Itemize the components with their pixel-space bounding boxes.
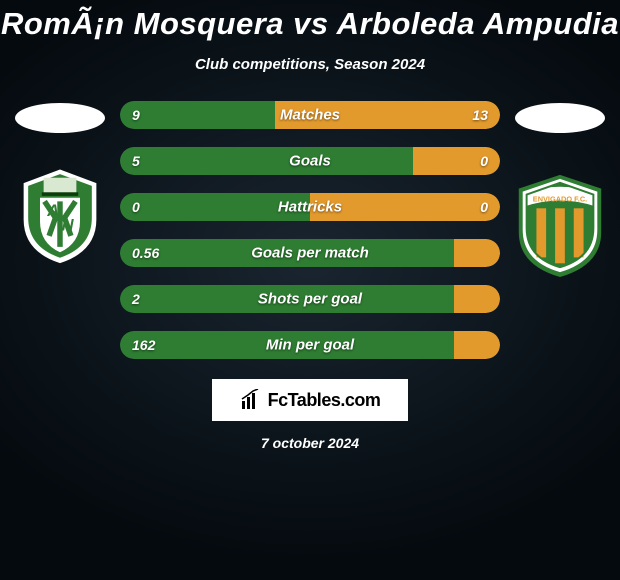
left-club-crest-icon: A N: [10, 165, 110, 265]
content-root: RomÃ¡n Mosquera vs Arboleda Ampudia Club…: [0, 0, 620, 580]
stat-left-value: 162: [132, 337, 155, 353]
stat-bar-left-fill: [120, 101, 275, 129]
stat-row: 9 13 Matches: [120, 101, 500, 129]
stat-bar-right-fill: [454, 285, 500, 313]
stat-left-value: 5: [132, 153, 140, 169]
comparison-layout: A N 9 13 Matches 5 0 Goals 0 0 Hattricks 0.56 Goal…: [0, 101, 620, 359]
stat-row: 2 Shots per goal: [120, 285, 500, 313]
stat-row: 5 0 Goals: [120, 147, 500, 175]
svg-text:ENVIGADO F.C.: ENVIGADO F.C.: [533, 194, 587, 203]
stat-right-value: 0: [480, 199, 488, 215]
stat-row: 0 0 Hattricks: [120, 193, 500, 221]
stat-bar-left-fill: [120, 147, 413, 175]
left-player-ellipse: [15, 103, 105, 133]
svg-text:A: A: [46, 202, 59, 220]
page-date: 7 october 2024: [261, 435, 359, 451]
stat-bar-right-fill: [454, 331, 500, 359]
stat-label: Goals per match: [251, 245, 369, 262]
stat-right-value: 13: [472, 107, 488, 123]
stat-bar-right-fill: [454, 239, 500, 267]
right-player-column: ENVIGADO F.C.: [500, 101, 620, 279]
stat-left-value: 0: [132, 199, 140, 215]
page-title: RomÃ¡n Mosquera vs Arboleda Ampudia: [1, 6, 619, 42]
svg-text:N: N: [62, 216, 75, 234]
branding-text: FcTables.com: [268, 390, 381, 411]
stat-bars: 9 13 Matches 5 0 Goals 0 0 Hattricks 0.56 Goals pe…: [120, 101, 500, 359]
branding-badge: FcTables.com: [212, 379, 409, 421]
stat-right-value: 0: [480, 153, 488, 169]
chart-icon: [240, 389, 262, 411]
stat-label: Matches: [280, 107, 340, 124]
stat-row: 0.56 Goals per match: [120, 239, 500, 267]
right-club-crest-icon: ENVIGADO F.C.: [506, 171, 614, 279]
left-player-column: A N: [0, 101, 120, 265]
right-player-ellipse: [515, 103, 605, 133]
stat-left-value: 0.56: [132, 245, 159, 261]
stat-label: Shots per goal: [258, 291, 362, 308]
page-subtitle: Club competitions, Season 2024: [195, 56, 425, 73]
stat-label: Min per goal: [266, 337, 354, 354]
stat-label: Hattricks: [278, 199, 342, 216]
stat-left-value: 2: [132, 291, 140, 307]
stat-row: 162 Min per goal: [120, 331, 500, 359]
stat-left-value: 9: [132, 107, 140, 123]
stat-label: Goals: [289, 153, 331, 170]
